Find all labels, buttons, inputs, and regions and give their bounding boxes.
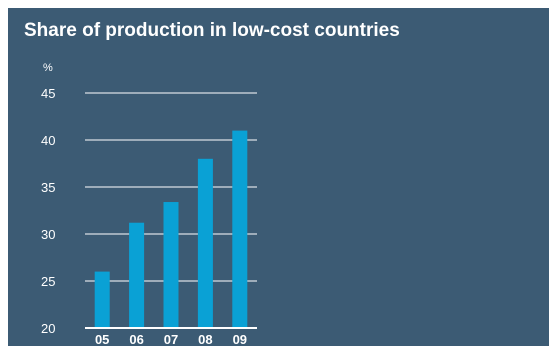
y-tick-label: 40 <box>41 133 55 148</box>
y-unit-label: % <box>43 62 53 74</box>
x-category-label: 07 <box>164 332 178 346</box>
x-category-label: 06 <box>129 332 143 346</box>
bar-07 <box>163 202 179 328</box>
y-tick-label: 45 <box>41 86 55 101</box>
bar-chart: % 20 25 30 35 40 45 05 06 07 08 09 <box>41 62 257 346</box>
bar-06 <box>129 222 145 328</box>
chart-panel: Share of production in low-cost countrie… <box>8 8 549 346</box>
y-tick-labels: 20 25 30 35 40 45 <box>41 86 55 336</box>
x-category-label: 05 <box>95 332 109 346</box>
bars <box>94 130 248 328</box>
x-category-labels: 05 06 07 08 09 <box>95 332 247 346</box>
y-tick-label: 35 <box>41 180 55 195</box>
y-tick-label: 25 <box>41 274 55 289</box>
chart-title: Share of production in low-cost countrie… <box>24 20 400 41</box>
x-category-label: 09 <box>233 332 247 346</box>
x-category-label: 08 <box>198 332 212 346</box>
bar-09 <box>232 130 248 328</box>
bar-05 <box>94 271 110 328</box>
bar-08 <box>197 158 213 328</box>
y-tick-label: 30 <box>41 227 55 242</box>
y-tick-label: 20 <box>41 321 55 336</box>
